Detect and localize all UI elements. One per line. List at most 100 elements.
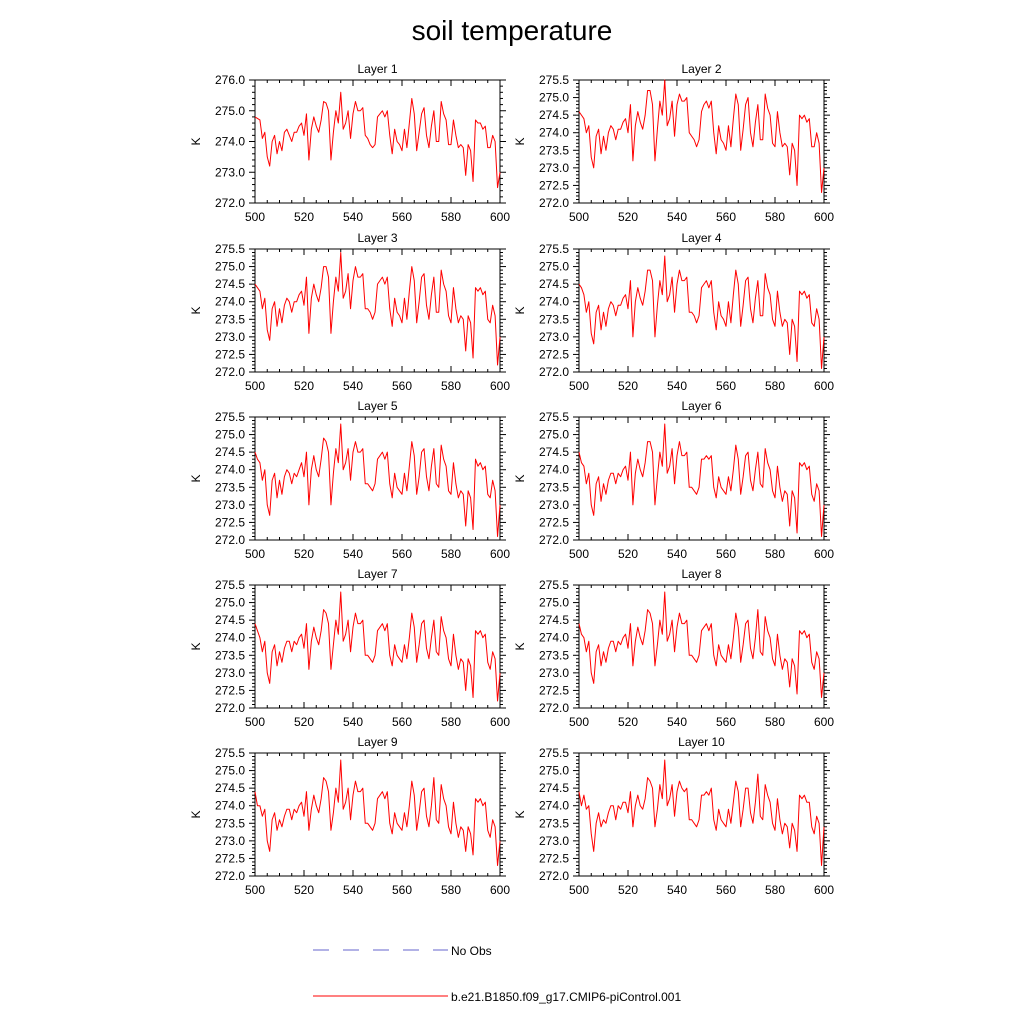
y-tick-label: 272.0 [215, 533, 245, 547]
legend-label: b.e21.B1850.f09_g17.CMIP6-piControl.001 [451, 990, 681, 1004]
y-tick-label: 275.5 [539, 242, 569, 256]
y-tick-label: 273.5 [539, 480, 569, 494]
x-tick-label: 560 [716, 210, 736, 224]
y-tick-label: 272.0 [539, 365, 569, 379]
x-tick-label: 540 [667, 210, 687, 224]
y-tick-label: 274.5 [215, 613, 245, 627]
panel-6: Layer 6 K 500 520 540 560 580 600 272.0 272.5 273.… [513, 399, 834, 561]
figure-title: soil temperature [412, 15, 613, 46]
y-tick-label: 273.5 [539, 143, 569, 157]
legend-label: No Obs [451, 944, 492, 958]
y-tick-label: 274.0 [215, 295, 245, 309]
series-line [578, 423, 825, 537]
x-tick-label: 560 [716, 715, 736, 729]
panel-1: Layer 1 K 500 520 540 560 580 600 272.0 273.0 274.… [189, 62, 510, 224]
y-axis-label: K [513, 306, 527, 314]
y-tick-label: 275.0 [539, 596, 569, 610]
y-tick-label: 275.0 [215, 428, 245, 442]
y-tick-label: 273.5 [539, 312, 569, 326]
x-tick-label: 580 [441, 715, 461, 729]
x-tick-label: 600 [814, 547, 834, 561]
y-axis-label: K [189, 306, 203, 314]
y-tick-label: 275.5 [215, 578, 245, 592]
x-tick-label: 600 [814, 379, 834, 393]
y-tick-label: 273.0 [539, 834, 569, 848]
x-tick-label: 600 [490, 210, 510, 224]
y-tick-label: 275.0 [215, 104, 245, 118]
y-tick-label: 272.0 [215, 701, 245, 715]
panel-5: Layer 5 K 500 520 540 560 580 600 272.0 272.5 273.… [189, 399, 510, 561]
x-tick-label: 580 [441, 883, 461, 897]
x-tick-label: 580 [765, 210, 785, 224]
y-tick-label: 272.0 [539, 533, 569, 547]
y-tick-label: 275.5 [215, 242, 245, 256]
plot-frame [254, 752, 501, 877]
panel-3: Layer 3 K 500 520 540 560 580 600 272.0 272.5 273.… [189, 231, 510, 393]
y-tick-label: 275.0 [539, 428, 569, 442]
x-tick-label: 560 [716, 379, 736, 393]
plot-frame [578, 584, 825, 709]
y-tick-label: 273.0 [215, 834, 245, 848]
y-tick-label: 272.5 [539, 347, 569, 361]
x-tick-label: 560 [392, 379, 412, 393]
x-tick-label: 520 [294, 379, 314, 393]
x-tick-label: 540 [343, 547, 363, 561]
y-tick-label: 275.0 [215, 260, 245, 274]
panel-title: Layer 8 [681, 567, 721, 581]
y-tick-label: 272.5 [215, 683, 245, 697]
series-line [578, 79, 825, 193]
y-tick-label: 272.5 [539, 683, 569, 697]
x-tick-label: 580 [765, 379, 785, 393]
y-axis-label: K [189, 642, 203, 650]
panel-title: Layer 3 [357, 231, 397, 245]
y-tick-label: 272.5 [215, 347, 245, 361]
y-tick-label: 274.0 [215, 135, 245, 149]
y-tick-label: 273.5 [215, 816, 245, 830]
y-tick-label: 274.5 [539, 108, 569, 122]
x-tick-label: 560 [392, 210, 412, 224]
x-tick-label: 540 [343, 883, 363, 897]
x-tick-label: 580 [765, 715, 785, 729]
x-tick-label: 500 [245, 210, 265, 224]
x-tick-label: 500 [569, 883, 589, 897]
series-line [578, 255, 825, 369]
y-tick-label: 274.0 [215, 631, 245, 645]
y-tick-label: 275.0 [539, 260, 569, 274]
y-tick-label: 275.5 [539, 73, 569, 87]
x-tick-label: 500 [569, 210, 589, 224]
y-tick-label: 274.5 [539, 781, 569, 795]
panel-title: Layer 10 [678, 735, 725, 749]
legend-entry-2: b.e21.B1850.f09_g17.CMIP6-piControl.001 [313, 990, 681, 1004]
x-tick-label: 520 [618, 379, 638, 393]
y-tick-label: 272.0 [215, 365, 245, 379]
x-tick-label: 540 [667, 883, 687, 897]
y-tick-label: 273.5 [539, 816, 569, 830]
x-tick-label: 600 [814, 715, 834, 729]
x-tick-label: 500 [245, 715, 265, 729]
y-tick-label: 273.0 [215, 498, 245, 512]
y-tick-label: 273.0 [539, 330, 569, 344]
x-tick-label: 580 [441, 547, 461, 561]
panels: Layer 1 K 500 520 540 560 580 600 272.0 273.0 274.… [189, 62, 834, 897]
y-tick-label: 274.0 [215, 799, 245, 813]
x-tick-label: 560 [716, 883, 736, 897]
y-axis-label: K [513, 810, 527, 818]
y-tick-label: 273.5 [215, 480, 245, 494]
x-tick-label: 520 [618, 547, 638, 561]
y-tick-label: 275.5 [215, 746, 245, 760]
y-tick-label: 274.0 [539, 463, 569, 477]
series-line [578, 759, 825, 866]
panel-title: Layer 1 [357, 62, 397, 76]
y-tick-label: 272.5 [539, 178, 569, 192]
legend-entry-1: No Obs [313, 944, 492, 958]
x-tick-label: 520 [294, 715, 314, 729]
y-tick-label: 274.0 [215, 463, 245, 477]
x-tick-label: 600 [814, 883, 834, 897]
x-tick-label: 540 [667, 379, 687, 393]
x-tick-label: 520 [618, 715, 638, 729]
plot-frame [578, 416, 825, 541]
y-tick-label: 273.0 [539, 161, 569, 175]
series-line [254, 759, 501, 866]
y-tick-label: 276.0 [215, 73, 245, 87]
